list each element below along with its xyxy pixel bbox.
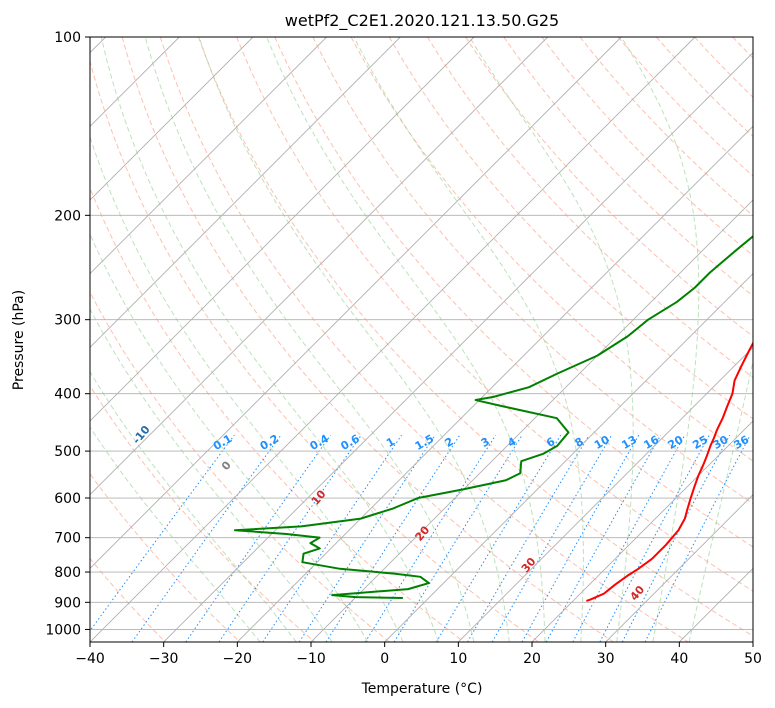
y-tick-label: 500 xyxy=(54,444,81,460)
x-tick-label: 50 xyxy=(744,651,762,667)
x-tick-label: 40 xyxy=(670,651,688,667)
x-tick-label: 10 xyxy=(449,651,467,667)
y-axis-label: Pressure (hPa) xyxy=(11,290,27,390)
y-tick-label: 200 xyxy=(54,208,81,224)
x-tick-label: 0 xyxy=(380,651,389,667)
y-tick-label: 900 xyxy=(54,595,81,611)
y-tick-label: 300 xyxy=(54,313,81,329)
x-tick-label: 30 xyxy=(597,651,615,667)
y-tick-label: 1000 xyxy=(45,622,81,638)
y-tick-label: 600 xyxy=(54,491,81,507)
chart-title: wetPf2_C2E1.2020.121.13.50.G25 xyxy=(285,11,559,31)
y-tick-label: 100 xyxy=(54,30,81,46)
y-tick-label: 800 xyxy=(54,565,81,581)
x-axis-label: Temperature (°C) xyxy=(361,681,483,697)
x-tick-label: −30 xyxy=(149,651,179,667)
y-tick-label: 400 xyxy=(54,387,81,403)
x-tick-label: −10 xyxy=(296,651,326,667)
x-tick-label: −20 xyxy=(223,651,253,667)
y-tick-label: 700 xyxy=(54,531,81,547)
x-tick-label: 20 xyxy=(523,651,541,667)
x-tick-label: −40 xyxy=(75,651,105,667)
